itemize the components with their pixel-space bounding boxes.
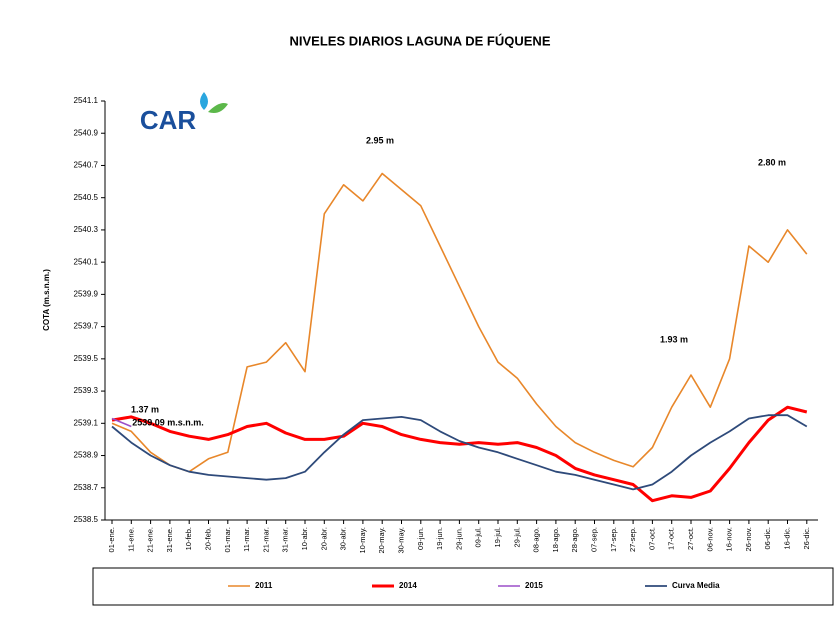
- legend-label: 2011: [255, 581, 273, 590]
- x-tick-label: 08-ago.: [532, 527, 541, 552]
- x-tick-label: 09-jul.: [474, 527, 483, 547]
- x-tick-label: 30-abr.: [339, 527, 348, 550]
- x-tick-label: 17-oct.: [667, 527, 676, 550]
- x-tick-label: 17-sep.: [609, 527, 618, 552]
- legend-label: 2015: [525, 581, 543, 590]
- annotation: 2.95 m: [366, 135, 394, 145]
- x-tick-label: 26-nov.: [744, 527, 753, 551]
- x-tick-label: 27-oct.: [686, 527, 695, 550]
- y-tick-label: 2539.9: [74, 289, 99, 298]
- x-tick-label: 10-may.: [358, 527, 367, 554]
- x-tick-label: 29-jul.: [512, 527, 521, 547]
- series-line: [111, 172, 808, 473]
- y-axis-label: COTA (m.s.n.m.): [42, 269, 51, 331]
- series-line: [111, 414, 808, 491]
- y-tick-label: 2541.1: [74, 96, 99, 105]
- annotation: 2539.09 m.s.n.m.: [132, 417, 204, 427]
- y-tick-label: 2540.1: [74, 257, 99, 266]
- y-tick-label: 2540.9: [74, 128, 99, 137]
- legend-label: Curva Media: [672, 581, 720, 590]
- y-tick-label: 2539.7: [74, 322, 99, 331]
- logo-leaf: [208, 103, 228, 113]
- x-tick-label: 07-oct.: [647, 527, 656, 550]
- x-tick-label: 21-ene.: [146, 527, 155, 552]
- series-line: [111, 405, 808, 503]
- legend-label: 2014: [399, 581, 417, 590]
- x-tick-label: 29-jun.: [454, 527, 463, 550]
- x-tick-label: 11-ene.: [126, 527, 135, 552]
- chart-title: NIVELES DIARIOS LAGUNA DE FÚQUENE: [290, 33, 551, 48]
- x-tick-label: 06-nov.: [705, 527, 714, 551]
- x-tick-label: 16-nov.: [725, 527, 734, 551]
- x-tick-label: 31-ene.: [165, 527, 174, 552]
- x-tick-label: 07-sep.: [589, 527, 598, 552]
- x-tick-label: 20-feb.: [203, 527, 212, 550]
- annotation: 1.93 m: [660, 334, 688, 344]
- y-tick-label: 2538.9: [74, 451, 99, 460]
- x-tick-label: 20-abr.: [319, 527, 328, 550]
- y-tick-label: 2538.7: [74, 483, 99, 492]
- x-tick-label: 20-may.: [377, 527, 386, 554]
- legend-box: [92, 567, 834, 606]
- x-tick-label: 11-mar.: [242, 527, 251, 552]
- x-tick-label: 01-ene.: [107, 527, 116, 552]
- y-tick-label: 2539.3: [74, 386, 99, 395]
- series-line: [111, 417, 132, 428]
- y-tick-label: 2539.5: [74, 354, 99, 363]
- logo-drop: [200, 92, 208, 110]
- x-tick-label: 28-ago.: [570, 527, 579, 552]
- x-tick-label: 30-may.: [396, 527, 405, 554]
- y-tick-label: 2540.3: [74, 225, 99, 234]
- x-tick-label: 27-sep.: [628, 527, 637, 552]
- x-tick-label: 19-jun.: [435, 527, 444, 550]
- y-tick-label: 2538.5: [74, 515, 99, 524]
- y-tick-label: 2540.7: [74, 161, 99, 170]
- x-tick-label: 10-abr.: [300, 527, 309, 550]
- y-tick-label: 2539.1: [74, 418, 99, 427]
- x-tick-label: 16-dic.: [782, 527, 791, 550]
- x-tick-label: 19-jul.: [493, 527, 502, 547]
- x-tick-label: 31-mar.: [281, 527, 290, 552]
- x-tick-label: 26-dic.: [802, 527, 811, 550]
- x-tick-label: 10-feb.: [184, 527, 193, 550]
- y-tick-label: 2540.5: [74, 193, 99, 202]
- x-tick-label: 01-mar.: [223, 527, 232, 552]
- annotation: 1.37 m: [131, 404, 159, 414]
- logo: CAR: [140, 105, 197, 135]
- x-tick-label: 21-mar.: [261, 527, 270, 552]
- x-tick-label: 06-dic.: [763, 527, 772, 550]
- annotation: 2.80 m: [758, 157, 786, 167]
- x-tick-label: 09-jun.: [416, 527, 425, 550]
- x-tick-label: 18-ago.: [551, 527, 560, 552]
